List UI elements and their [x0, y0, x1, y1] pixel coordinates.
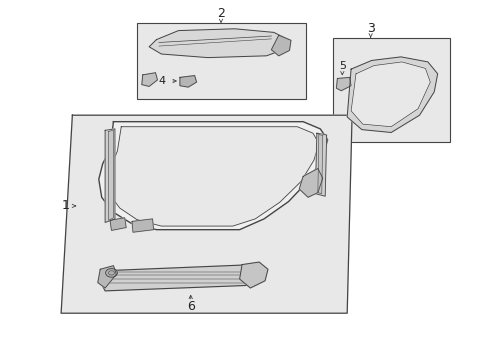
- Polygon shape: [108, 130, 113, 220]
- Polygon shape: [149, 29, 288, 58]
- Polygon shape: [98, 266, 116, 288]
- Polygon shape: [99, 122, 327, 230]
- Polygon shape: [350, 62, 429, 127]
- Polygon shape: [346, 57, 437, 132]
- Polygon shape: [142, 73, 157, 86]
- Text: 2: 2: [217, 7, 224, 20]
- Polygon shape: [317, 135, 322, 194]
- Polygon shape: [299, 168, 322, 197]
- Text: 6: 6: [186, 300, 194, 312]
- Polygon shape: [107, 127, 318, 226]
- Polygon shape: [271, 35, 290, 56]
- Text: 4: 4: [159, 76, 165, 86]
- Bar: [333, 38, 449, 142]
- Polygon shape: [100, 265, 258, 291]
- Polygon shape: [180, 76, 196, 87]
- Polygon shape: [61, 115, 351, 313]
- Polygon shape: [110, 218, 126, 230]
- Bar: [137, 23, 305, 99]
- Text: 3: 3: [366, 22, 374, 35]
- Polygon shape: [132, 219, 153, 232]
- Polygon shape: [105, 129, 115, 222]
- Text: 5: 5: [338, 60, 345, 71]
- Polygon shape: [315, 133, 326, 196]
- Polygon shape: [239, 262, 267, 288]
- Text: 1: 1: [62, 199, 70, 212]
- Polygon shape: [336, 77, 350, 91]
- Circle shape: [105, 269, 117, 277]
